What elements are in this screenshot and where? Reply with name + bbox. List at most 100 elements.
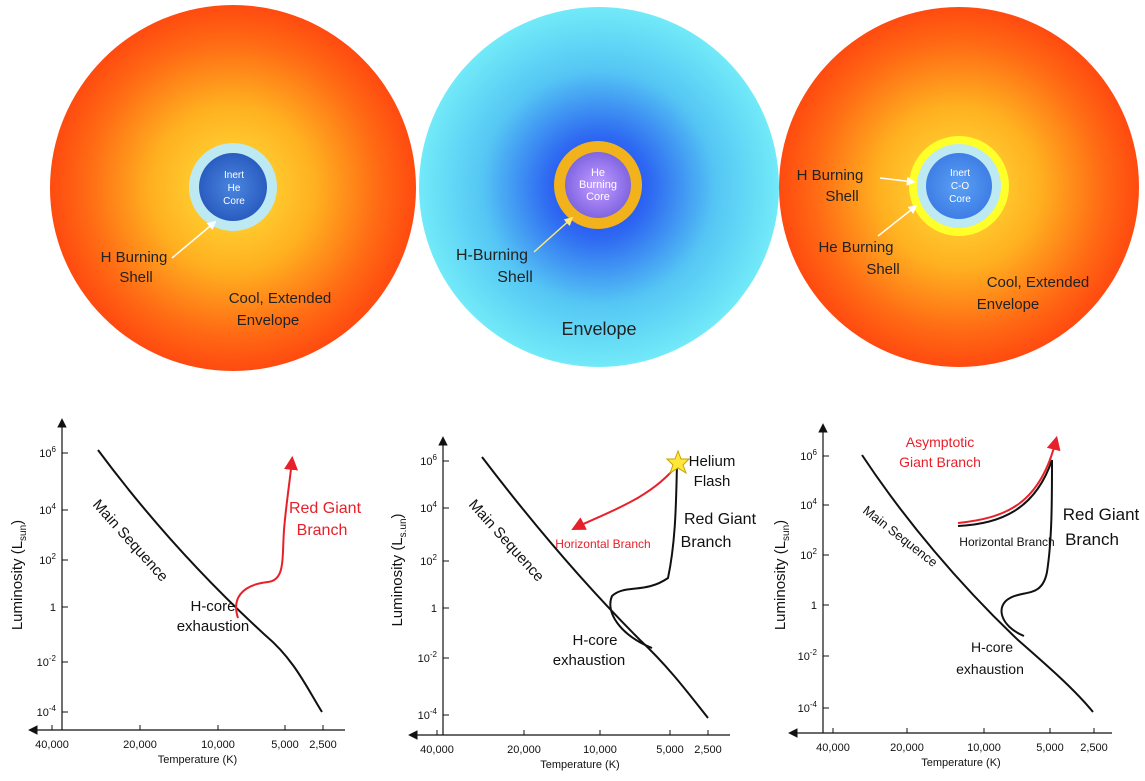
hr-3-horizontal-branch-track <box>957 459 1053 527</box>
star-2-shell-arrow <box>533 216 574 253</box>
x-tick-label: 2,500 <box>1080 742 1108 754</box>
hr-2-horizontal-branch-label: Horizontal Branch <box>555 537 650 551</box>
star-1-envelope-label-1: Cool, Extended <box>229 290 332 307</box>
star-1-red-giant: Inert He Core H Burning Shell Cool, Exte… <box>50 5 416 371</box>
hr-diagram-2: 106 104 102 1 10-2 10-4 40,000 20,000 10,000 5,00… <box>389 436 730 771</box>
hr-2-tracks: Main Sequence H-core exhaustion Helium F… <box>465 449 757 719</box>
hr-3-hcore-label-2: exhaustion <box>956 661 1024 677</box>
x-tick-label: 20,000 <box>507 744 541 756</box>
star-1-shell-arrow <box>171 220 217 259</box>
x-tick-label: 10,000 <box>583 744 617 756</box>
y-tick-label: 1 <box>431 603 437 615</box>
star-2-horizontal-branch: He Burning Core H-Burning Shell Envelope <box>419 7 779 367</box>
y-tick-label: 102 <box>420 553 437 568</box>
y-tick-label: 10-4 <box>798 700 818 715</box>
hr-1-tracks: Main Sequence H-core exhaustion Red Gian… <box>89 449 362 713</box>
y-tick-label: 10-4 <box>37 704 57 719</box>
hr-1-main-sequence-label: Main Sequence <box>89 496 171 585</box>
x-axis-label: Temperature (K) <box>540 759 619 771</box>
y-axis-label: Luminosity (Lsun) <box>772 520 792 630</box>
hr-diagram-3: 106 104 102 1 10-2 10-4 40,000 20,000 10,000 5,00… <box>772 423 1112 769</box>
star-3-h-shell-label-2: Shell <box>825 188 858 205</box>
y-tick-label: 106 <box>39 445 56 460</box>
y-tick-label: 10-2 <box>798 648 818 663</box>
y-tick-label: 102 <box>39 552 56 567</box>
star-3-envelope-label-1: Cool, Extended <box>987 274 1090 291</box>
star-3-core-label-2: C-O <box>951 181 970 192</box>
hr-1-red-giant-label-1: Red Giant <box>289 500 362 517</box>
star-3-core-label-3: Core <box>949 194 971 205</box>
y-tick-label: 10-4 <box>418 707 438 722</box>
y-tick-label: 102 <box>800 547 817 562</box>
y-axis-label: Luminosity (Ls.un) <box>389 513 409 626</box>
hr-2-helium-flash-label-1: Helium <box>689 453 736 470</box>
star-3-he-shell-label-2: Shell <box>866 261 899 278</box>
x-tick-label: 5,000 <box>656 744 684 756</box>
star-1-envelope-label-2: Envelope <box>237 312 300 329</box>
star-3-inert-co-core <box>926 153 992 219</box>
hr-2-main-sequence-track <box>481 456 709 719</box>
x-axis-label: Temperature (K) <box>158 754 237 766</box>
hr-3-red-giant-label-2: Branch <box>1065 530 1119 549</box>
hr-2-horizontal-branch-track <box>571 464 678 530</box>
x-tick-label: 5,000 <box>1036 742 1064 754</box>
hr-2-helium-flash-label-2: Flash <box>694 473 731 490</box>
hr-2-hcore-label-1: H-core <box>572 632 617 649</box>
star-2-shell-label-2: Shell <box>497 269 533 286</box>
star-2-shell-label-1: H-Burning <box>456 247 528 264</box>
y-tick-label: 1 <box>811 600 817 612</box>
hr-1-red-giant-track <box>235 455 298 619</box>
hr-1-hcore-label-2: exhaustion <box>177 618 250 635</box>
y-tick-label: 104 <box>39 502 56 517</box>
y-axis-label: Luminosity (Lsun) <box>9 520 29 630</box>
hr-3-agb-label-2: Giant Branch <box>899 454 981 470</box>
star-1-shell-label-1: H Burning <box>101 249 168 266</box>
y-tick-label: 106 <box>420 453 437 468</box>
x-tick-label: 40,000 <box>420 744 454 756</box>
y-tick-label: 104 <box>420 500 437 515</box>
hr-3-agb-label-1: Asymptotic <box>906 434 974 450</box>
x-tick-label: 40,000 <box>816 742 850 754</box>
hr-3-main-sequence-track <box>861 454 1094 713</box>
star-3-he-shell-label-1: He Burning <box>818 239 893 256</box>
star-2-core-label-3: Core <box>586 191 610 203</box>
x-tick-label: 10,000 <box>201 739 235 751</box>
hr-3-agb-track <box>957 435 1061 524</box>
hr-3-red-giant-track <box>1000 459 1053 637</box>
x-tick-label: 2,500 <box>309 739 337 751</box>
hr-3-red-giant-label-1: Red Giant <box>1063 505 1140 524</box>
y-tick-label: 10-2 <box>418 650 438 665</box>
star-3-agb: Inert C-O Core H Burning Shell He Burnin… <box>779 7 1139 367</box>
star-1-core-label-2: He <box>228 183 241 194</box>
hr-3-main-sequence-label: Main Sequence <box>860 503 940 570</box>
hr-2-red-giant-track <box>609 464 678 649</box>
hr-3-hcore-label-1: H-core <box>971 639 1013 655</box>
y-tick-label: 1 <box>50 602 56 614</box>
hr-2-hcore-label-2: exhaustion <box>553 652 626 669</box>
x-axis-label: Temperature (K) <box>921 757 1000 769</box>
y-tick-label: 104 <box>800 497 817 512</box>
x-tick-label: 2,500 <box>694 744 722 756</box>
star-1-shell-label-2: Shell <box>119 269 152 286</box>
x-tick-label: 20,000 <box>123 739 157 751</box>
star-1-core-label-1: Inert <box>224 170 244 181</box>
star-2-he-burning-core <box>565 152 631 218</box>
hr-1-hcore-label-1: H-core <box>190 598 235 615</box>
hr-3-tracks: Main Sequence H-core exhaustion Red Gian… <box>860 434 1140 713</box>
star-3-h-shell-label-1: H Burning <box>797 167 864 184</box>
x-tick-label: 5,000 <box>271 739 299 751</box>
star-3-he-shell-arrow <box>877 204 918 237</box>
hr-2-helium-flash-star-icon <box>665 449 691 475</box>
star-2-envelope-label: Envelope <box>561 319 636 339</box>
x-tick-label: 40,000 <box>35 739 69 751</box>
star-3-envelope-label-2: Envelope <box>977 296 1040 313</box>
star-1-inert-he-core <box>199 153 267 221</box>
x-tick-label: 20,000 <box>890 742 924 754</box>
star-1-core-label-3: Core <box>223 196 245 207</box>
hr-2-red-giant-label-1: Red Giant <box>684 511 757 528</box>
hr-3-horizontal-branch-label: Horizontal Branch <box>959 535 1054 549</box>
star-2-core-label-1: He <box>591 167 605 179</box>
hr-2-red-giant-label-2: Branch <box>681 534 732 551</box>
hr-diagram-1: 106 104 102 1 10-2 10-4 40,000 20,000 10,000 5,00… <box>9 418 345 766</box>
